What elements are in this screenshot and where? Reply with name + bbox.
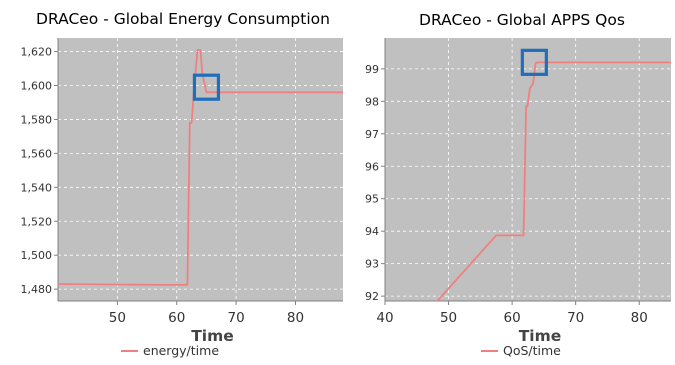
series-line	[436, 61, 671, 301]
y-tick-label: 98	[365, 95, 379, 108]
x-tick-label: 60	[504, 310, 521, 326]
y-tick-label: 1,600	[21, 80, 53, 93]
chart-1: DRACeo - Global Energy Consumption 1,480 1…	[21, 10, 343, 358]
y-tick-label: 1,620	[21, 46, 53, 59]
x-tick-label: 50	[109, 310, 126, 326]
x-tick-label: 60	[168, 310, 185, 326]
x-tick-label: 70	[228, 310, 245, 326]
y-tick-label: 1,500	[21, 249, 53, 262]
x-tick-label: 70	[567, 310, 584, 326]
y-tick-label: 93	[365, 258, 379, 271]
y-tick-label: 95	[365, 193, 379, 206]
y-tick-label: 99	[365, 63, 379, 76]
plot-area	[58, 38, 343, 301]
x-tick-label: 80	[287, 310, 304, 326]
x-tick-label: 50	[440, 310, 457, 326]
y-tick-label: 1,540	[21, 181, 53, 194]
chart-2: DRACeo - Global APPS Qos 92 93 94 95 96 97 98 99…	[365, 11, 671, 358]
y-tick-label: 1,520	[21, 215, 53, 228]
y-tick-label: 96	[365, 160, 379, 173]
highlight-box	[520, 48, 548, 76]
series-line	[58, 49, 343, 286]
y-tick-label: 1,480	[21, 283, 53, 296]
x-axis-label: Time	[191, 327, 234, 345]
chart-title: DRACeo - Global APPS Qos	[419, 11, 625, 29]
legend-label: energy/time	[143, 343, 219, 358]
x-tick-label: 40	[376, 310, 393, 326]
y-tick-label: 92	[365, 290, 379, 303]
x-tick-label: 80	[631, 310, 648, 326]
y-tick-label: 94	[365, 225, 379, 238]
plot-area	[385, 38, 671, 301]
highlight-box	[192, 73, 221, 101]
y-tick-label: 1,560	[21, 147, 53, 160]
y-tick-label: 97	[365, 128, 379, 141]
legend-label: QoS/time	[503, 343, 561, 358]
chart-title: DRACeo - Global Energy Consumption	[36, 10, 330, 28]
y-tick-label: 1,580	[21, 113, 53, 126]
x-axis-label: Time	[519, 327, 562, 345]
